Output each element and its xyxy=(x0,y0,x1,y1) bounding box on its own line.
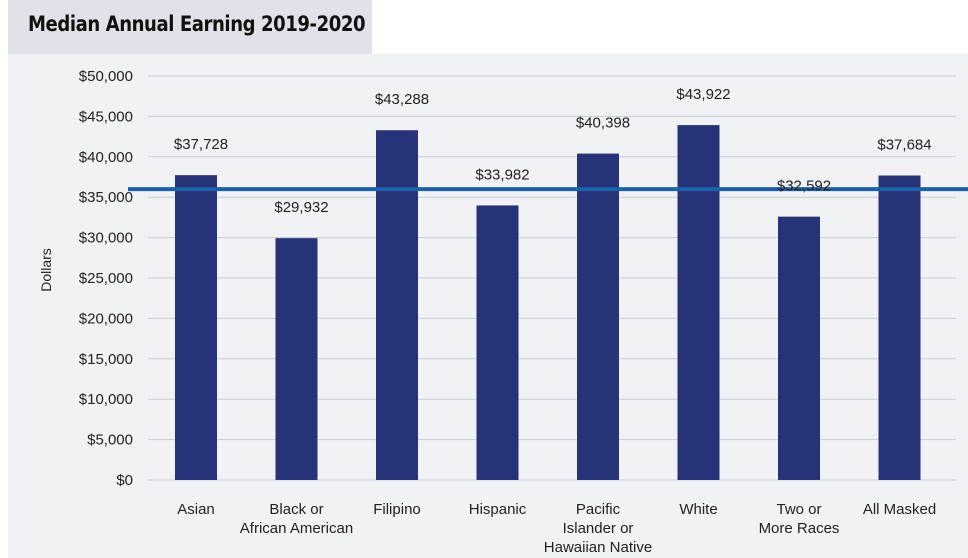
title-box: Median Annual Earning 2019-2020 xyxy=(8,0,372,54)
chart-title: Median Annual Earning 2019-2020 xyxy=(28,12,366,36)
bar xyxy=(577,153,619,480)
y-tick-label: $20,000 xyxy=(79,310,133,327)
y-tick-label: $50,000 xyxy=(79,68,133,85)
x-category-label: Two or More Races xyxy=(759,501,840,537)
y-axis-label: Dollars xyxy=(38,248,54,292)
y-tick-label: $35,000 xyxy=(79,189,133,206)
y-tick-label: $15,000 xyxy=(79,351,133,368)
data-label: $29,932 xyxy=(274,199,328,216)
bar xyxy=(677,125,720,481)
data-label: $37,728 xyxy=(174,136,228,153)
bar xyxy=(476,205,519,480)
x-category-labels: Asian Black or African American Filipino His… xyxy=(177,501,936,556)
y-tick-label: $25,000 xyxy=(79,270,133,287)
data-label: $40,398 xyxy=(576,115,630,132)
bar xyxy=(275,238,318,480)
data-labels: $37,728 $29,932 $43,288 $33,982 $40,398 $43,9… xyxy=(174,86,932,216)
chart-panel: $0 $5,000 $10,000 $15,000 $20,000 $25,000 $30,… xyxy=(8,54,968,558)
y-tick-label: $40,000 xyxy=(79,149,133,166)
bar xyxy=(175,175,217,480)
y-tick-labels: $0 $5,000 $10,000 $15,000 $20,000 $25,000 $30,… xyxy=(79,68,133,489)
x-category-label: Black or African American xyxy=(240,501,353,537)
y-tick-label: $5,000 xyxy=(87,432,133,449)
x-category-label: Filipino xyxy=(373,501,421,518)
x-category-label: Pacific Islander or Hawaiian Native xyxy=(544,501,652,556)
y-tick-label: $30,000 xyxy=(79,230,133,247)
bar xyxy=(778,216,820,480)
x-category-label: Asian xyxy=(177,501,215,518)
y-tick-label: $10,000 xyxy=(79,391,133,408)
x-category-label: White xyxy=(679,501,717,518)
x-category-label: Hispanic xyxy=(469,501,527,518)
x-category-label: All Masked xyxy=(863,501,936,518)
y-tick-label: $45,000 xyxy=(79,108,133,125)
gridlines xyxy=(148,75,956,481)
data-label: $33,982 xyxy=(475,166,529,183)
data-label: $43,288 xyxy=(375,91,429,108)
data-label: $37,684 xyxy=(877,137,931,154)
data-label: $32,592 xyxy=(777,178,831,195)
bar xyxy=(878,175,921,480)
y-tick-label: $0 xyxy=(116,472,133,489)
bar-chart: $0 $5,000 $10,000 $15,000 $20,000 $25,000 $30,… xyxy=(38,68,968,556)
data-label: $43,922 xyxy=(676,86,730,103)
bar xyxy=(376,130,418,480)
bars xyxy=(175,125,921,481)
